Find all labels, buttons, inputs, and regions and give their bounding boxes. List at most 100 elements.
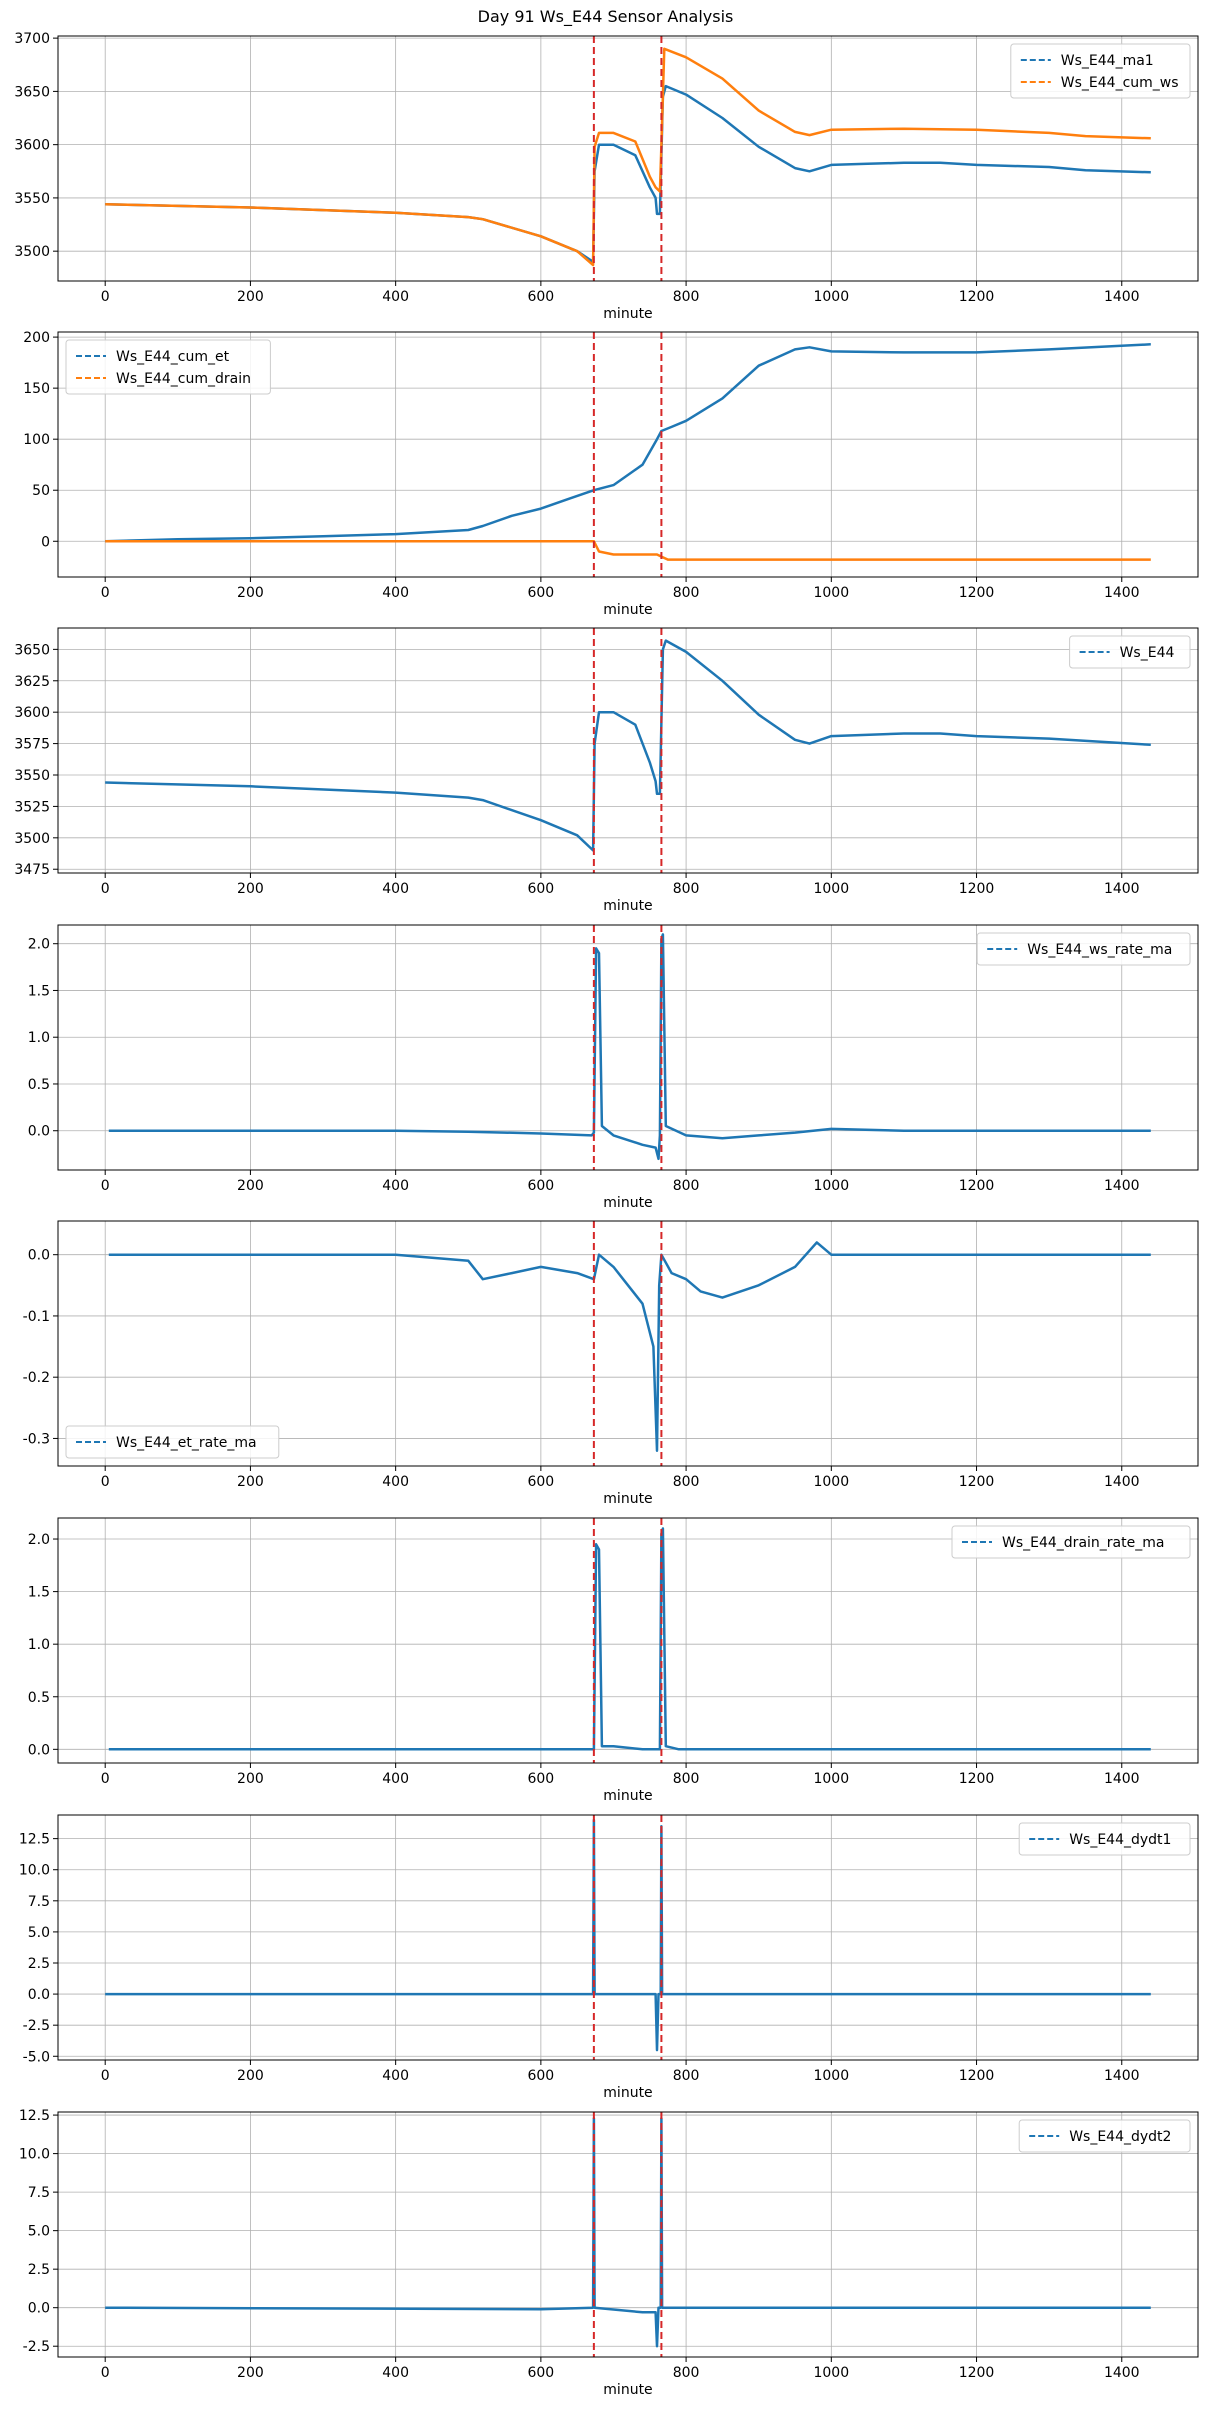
y-tick-label: 0.5: [28, 1690, 50, 1706]
x-tick-label: 400: [382, 585, 409, 601]
series-line-Ws_E44_dydt2: [105, 2116, 1151, 2348]
x-tick-label: 600: [527, 1474, 554, 1490]
x-tick-label: 800: [673, 1771, 700, 1787]
plot-area: [105, 628, 1151, 873]
x-tick-label: 200: [237, 2365, 264, 2381]
legend: Ws_E44_dydt1: [1018, 1822, 1191, 1856]
axes-frame: [57, 1517, 1199, 1764]
plot-area: [105, 1815, 1151, 2060]
x-tick-label: 1400: [1104, 881, 1140, 897]
x-tick-label: 0: [101, 881, 110, 897]
legend-entry: Ws_E44_dydt2: [1069, 2129, 1171, 2145]
subplot-8: 0 200 400 600 800 1000 1200 1400 -2.5 0.0 2.5 5.0 7.…: [19, 2108, 1199, 2398]
x-tick-label: 1400: [1104, 1474, 1140, 1490]
x-tick-label: 200: [237, 289, 264, 305]
y-tick-label: 1.5: [28, 1585, 50, 1601]
y-tick-label: -5.0: [23, 2049, 50, 2065]
legend-frame: [65, 339, 271, 395]
x-tick-label: 200: [237, 1178, 264, 1194]
x-tick-label: 1400: [1104, 1771, 1140, 1787]
x-axis-label: minute: [603, 1491, 652, 1507]
y-tick-label: 0.5: [28, 1077, 50, 1093]
series-line-Ws_E44_et_rate_ma: [108, 1241, 1151, 1452]
legend: Ws_E44_ma1 Ws_E44_cum_ws: [1010, 43, 1191, 99]
x-tick-label: 800: [673, 289, 700, 305]
y-tick-label: -0.2: [23, 1370, 50, 1386]
legend: Ws_E44_cum_et Ws_E44_cum_drain: [65, 339, 271, 395]
x-tick-label: 400: [382, 2365, 409, 2381]
x-tick-label: 800: [673, 1474, 700, 1490]
x-tick-label: 600: [527, 2068, 554, 2084]
legend-entry: Ws_E44_et_rate_ma: [116, 1435, 257, 1451]
axes-frame: [57, 924, 1199, 1171]
y-tick-label: 2.5: [28, 1956, 50, 1972]
y-tick-label: 3500: [14, 244, 50, 260]
series-line-Ws_E44_cum_ws: [105, 47, 1151, 267]
plot-area: [108, 925, 1151, 1170]
y-tick-label: 150: [23, 381, 50, 397]
y-tick-label: -2.5: [23, 2339, 50, 2355]
series-line-Ws_E44_drain_rate_ma: [108, 1527, 1151, 1751]
plot-area: [105, 332, 1151, 577]
series-line-Ws_E44_cum_et: [105, 343, 1151, 543]
x-axis-label: minute: [603, 1195, 652, 1211]
x-tick-label: 600: [527, 1178, 554, 1194]
x-tick-label: 600: [527, 881, 554, 897]
legend: Ws_E44_ws_rate_ma: [976, 932, 1191, 966]
x-tick-label: 1000: [813, 2068, 849, 2084]
x-tick-label: 1400: [1104, 585, 1140, 601]
y-tick-label: 3475: [14, 862, 50, 878]
x-tick-label: 1000: [813, 881, 849, 897]
x-tick-label: 1000: [813, 2365, 849, 2381]
x-tick-label: 1200: [959, 1771, 995, 1787]
y-tick-label: 100: [23, 432, 50, 448]
legend-entry: Ws_E44_ws_rate_ma: [1027, 942, 1172, 958]
legend-entry: Ws_E44_dydt1: [1069, 1832, 1171, 1848]
x-tick-label: 400: [382, 1771, 409, 1787]
x-tick-label: 800: [673, 2068, 700, 2084]
x-axis-label: minute: [603, 602, 652, 618]
x-axis-label: minute: [603, 2085, 652, 2101]
y-tick-label: 200: [23, 330, 50, 346]
x-tick-label: 1200: [959, 289, 995, 305]
legend: Ws_E44_drain_rate_ma: [951, 1525, 1191, 1559]
x-tick-label: 0: [101, 1178, 110, 1194]
legend-entry: Ws_E44_cum_et: [116, 349, 230, 365]
y-tick-label: 3650: [14, 642, 50, 658]
x-tick-label: 800: [673, 1178, 700, 1194]
x-tick-label: 1200: [959, 1474, 995, 1490]
subplot-2: 0 200 400 600 800 1000 1200 1400 0 50 100 150 200 min…: [23, 330, 1199, 618]
x-tick-label: 600: [527, 289, 554, 305]
subplot-3: 0 200 400 600 800 1000 1200 1400 3475 3500 3525 355…: [14, 627, 1199, 914]
x-axis-label: minute: [603, 306, 652, 322]
axes-frame: [57, 627, 1199, 874]
axes-frame: [57, 1220, 1199, 1467]
x-tick-label: 1200: [959, 881, 995, 897]
x-tick-label: 1000: [813, 1771, 849, 1787]
x-tick-label: 1000: [813, 585, 849, 601]
y-tick-label: 2.0: [28, 937, 50, 953]
x-tick-label: 0: [101, 2365, 110, 2381]
legend: Ws_E44: [1069, 635, 1191, 669]
y-tick-label: 0.0: [28, 2301, 50, 2317]
x-tick-label: 400: [382, 1178, 409, 1194]
legend-frame: [1018, 2119, 1191, 2153]
legend-frame: [1018, 1822, 1191, 1856]
x-tick-label: 400: [382, 1474, 409, 1490]
subplot-4: 0 200 400 600 800 1000 1200 1400 0.0 0.5 1.0 1.5 2.0…: [28, 924, 1199, 1211]
y-tick-label: 5.0: [28, 2224, 50, 2240]
y-tick-label: 0: [41, 534, 50, 550]
x-tick-label: 1000: [813, 1178, 849, 1194]
x-tick-label: 0: [101, 1474, 110, 1490]
y-tick-label: 3625: [14, 674, 50, 690]
figure-title: Day 91 Ws_E44 Sensor Analysis: [478, 7, 734, 27]
y-tick-label: 7.5: [28, 2185, 50, 2201]
y-tick-label: 10.0: [19, 2147, 50, 2163]
y-tick-label: 12.5: [19, 1832, 50, 1848]
y-tick-label: 12.5: [19, 2108, 50, 2124]
plot-area: [105, 2112, 1151, 2357]
x-axis-label: minute: [603, 898, 652, 914]
x-tick-label: 400: [382, 289, 409, 305]
series-line-Ws_E44_cum_drain: [105, 540, 1151, 561]
x-tick-label: 200: [237, 1474, 264, 1490]
